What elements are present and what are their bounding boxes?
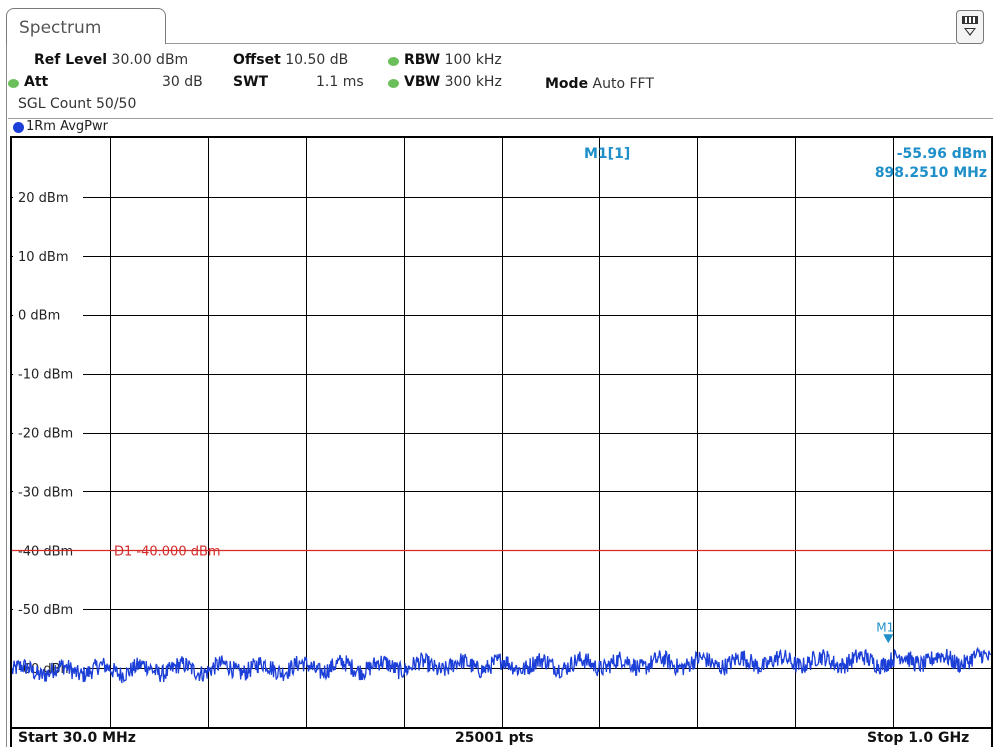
trace-1 bbox=[12, 646, 991, 684]
rbw-status-dot bbox=[388, 57, 399, 66]
y-tick-bg bbox=[13, 364, 83, 382]
display-line-d1: D1 -40.000 dBm bbox=[12, 545, 991, 560]
spectrum-plot-svg[interactable]: 20 dBm 10 dBm 0 dBm -10 dBm -20 dBm -30 dBm -4… bbox=[12, 138, 991, 727]
swt-value: 1.1 ms bbox=[316, 74, 364, 90]
mode-param[interactable]: Mode Auto FFT bbox=[545, 76, 654, 92]
marker-triangle bbox=[883, 634, 894, 644]
tab-baseline bbox=[166, 43, 956, 44]
footer-bar: Start 30.0 MHz 25001 pts Stop 1.0 GHz bbox=[10, 727, 993, 747]
rbw-param[interactable]: RBW 100 kHz bbox=[404, 52, 502, 68]
y-tick-labels: 20 dBm 10 dBm 0 dBm -10 dBm -20 dBm -30 dBm -4… bbox=[13, 187, 83, 677]
y-tick-label: 0 dBm bbox=[18, 309, 60, 324]
y-tick-bg bbox=[13, 423, 83, 441]
y-tick-label: -30 dBm bbox=[18, 485, 73, 500]
offset-param[interactable]: Offset 10.50 dB bbox=[233, 52, 349, 68]
top-strip bbox=[0, 0, 993, 8]
y-tick-label: -20 dBm bbox=[18, 427, 73, 442]
marker-readout-level: -55.96 dBm bbox=[897, 146, 987, 162]
grid bbox=[12, 138, 991, 727]
sgl-count: SGL Count 50/50 bbox=[18, 96, 137, 112]
sweep-points[interactable]: 25001 pts bbox=[455, 730, 534, 746]
trace-line bbox=[12, 646, 991, 684]
vbw-status-dot bbox=[388, 79, 399, 88]
display-menu-button[interactable] bbox=[956, 10, 984, 44]
marker-readout-name: M1[1] bbox=[584, 146, 630, 162]
y-tick-bg bbox=[13, 187, 83, 205]
y-tick-bg bbox=[13, 305, 83, 323]
y-tick-bg bbox=[13, 482, 83, 500]
tab-spectrum[interactable]: Spectrum bbox=[6, 8, 166, 44]
ref-level-param[interactable]: Ref Level 30.00 dBm bbox=[34, 52, 189, 68]
y-tick-label: -50 dBm bbox=[18, 603, 73, 618]
y-tick-bg bbox=[13, 541, 83, 559]
tab-label: Spectrum bbox=[19, 18, 102, 38]
y-tick-label: -40 dBm bbox=[18, 544, 73, 559]
display-line-label: D1 -40.000 dBm bbox=[114, 545, 221, 560]
swt-param[interactable]: SWT bbox=[233, 74, 269, 90]
marker-label: M1 bbox=[876, 620, 894, 634]
trace-label[interactable]: 1Rm AvgPwr bbox=[26, 119, 108, 134]
y-tick-label: -10 dBm bbox=[18, 368, 73, 383]
att-value: 30 dB bbox=[162, 74, 203, 90]
att-status-dot bbox=[8, 79, 19, 88]
vbw-param[interactable]: VBW 300 kHz bbox=[404, 74, 502, 90]
start-frequency[interactable]: Start 30.0 MHz bbox=[18, 730, 136, 746]
y-tick-label: 10 dBm bbox=[18, 250, 69, 265]
marker-m1: M1 M1[1] -55.96 dBm 898.2510 MHz bbox=[584, 146, 987, 644]
stop-frequency[interactable]: Stop 1.0 GHz bbox=[867, 730, 970, 746]
y-tick-bg bbox=[13, 246, 83, 264]
y-tick-bg bbox=[13, 600, 83, 618]
att-param[interactable]: Att bbox=[24, 74, 49, 90]
y-tick-label: 20 dBm bbox=[18, 191, 69, 206]
trace-indicator-dot bbox=[13, 122, 24, 133]
marker-readout-freq: 898.2510 MHz bbox=[875, 165, 987, 181]
left-frame bbox=[6, 44, 7, 747]
spectrum-plot[interactable]: 20 dBm 10 dBm 0 dBm -10 dBm -20 dBm -30 dBm -4… bbox=[10, 136, 993, 727]
trace-label-bar: 1Rm AvgPwr bbox=[8, 118, 993, 135]
window-icon bbox=[962, 16, 978, 24]
